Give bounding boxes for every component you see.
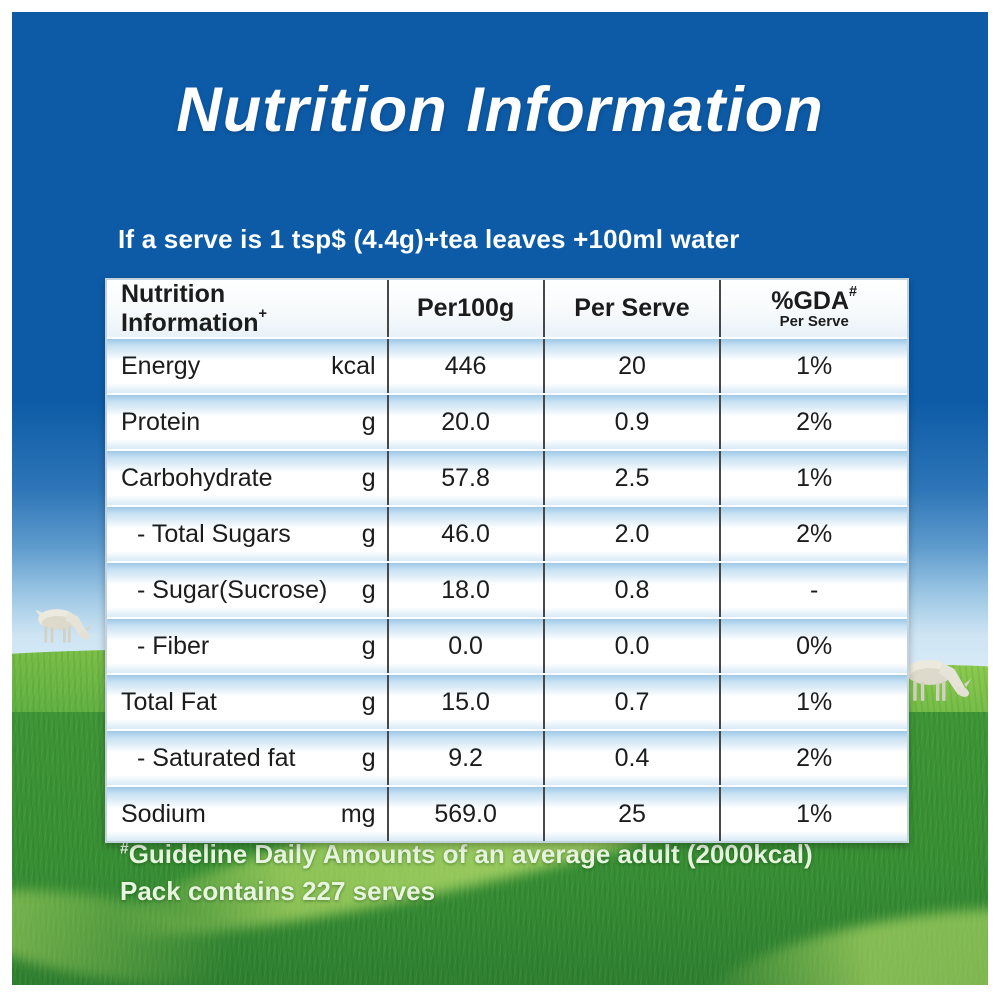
footnote-serves: Pack contains 227 serves — [120, 875, 436, 906]
nutrient-name: Carbohydrate — [121, 463, 273, 492]
value-gda-percent: 1% — [796, 799, 833, 828]
nutrition-table: Nutrition Information+ Per100g Per Serve… — [105, 278, 909, 843]
sky-grass-background: Nutrition Information If a serve is 1 ts… — [12, 12, 988, 985]
nutrient-name: - Total Sugars — [137, 519, 291, 548]
value-gda-percent: 1% — [796, 463, 833, 492]
value-per-serve: 0.8 — [545, 563, 722, 617]
value-per-100g: 446 — [389, 339, 545, 393]
value-per-100g: 20.0 — [389, 395, 545, 449]
nutrient-name: Protein — [121, 407, 201, 436]
header-gda-subtitle: Per Serve — [779, 312, 849, 330]
value-per-serve: 0.9 — [545, 395, 722, 449]
value-gda-percent: 2% — [796, 743, 833, 772]
table-row: Energy kcal 446 20 1% — [107, 337, 907, 393]
nutrient-unit: g — [361, 519, 376, 548]
value-per-serve: 2.5 — [545, 451, 722, 505]
header-gda: %GDA# Per Serve — [771, 284, 858, 330]
value-per-serve: 0.4 — [545, 731, 722, 785]
footnote: #Guideline Daily Amounts of an average a… — [120, 836, 813, 910]
goat-left-icon — [35, 609, 92, 643]
table-row: - Total Sugars g 46.0 2.0 2% — [107, 505, 907, 561]
nutrient-unit: g — [361, 463, 376, 492]
header-per-serve: Per Serve — [545, 280, 722, 337]
value-per-100g: 46.0 — [389, 507, 545, 561]
nutrient-name: - Saturated fat — [137, 743, 296, 772]
page-title: Nutrition Information — [176, 75, 824, 145]
table-row: Total Fat g 15.0 0.7 1% — [107, 673, 907, 729]
nutrient-unit: g — [361, 407, 376, 436]
table-body: Energy kcal 446 20 1% Protein g 20.0 0.9… — [107, 337, 907, 841]
nutrient-unit: kcal — [331, 351, 376, 380]
value-per-100g: 57.8 — [389, 451, 545, 505]
nutrient-name: Total Fat — [121, 687, 217, 716]
nutrient-unit: mg — [340, 799, 376, 828]
value-per-serve: 0.0 — [545, 619, 722, 673]
value-gda-percent: 0% — [796, 631, 833, 660]
table-row: Protein g 20.0 0.9 2% — [107, 393, 907, 449]
table-header: Nutrition Information+ Per100g Per Serve… — [107, 280, 907, 337]
nutrient-name: Energy — [121, 351, 201, 380]
value-gda-percent: 1% — [796, 351, 833, 380]
value-per-serve: 0.7 — [545, 675, 722, 729]
header-per-100g: Per100g — [389, 280, 545, 337]
value-per-100g: 9.2 — [389, 731, 545, 785]
nutrient-unit: g — [361, 687, 376, 716]
value-per-100g: 18.0 — [389, 563, 545, 617]
header-nutrition-information: Nutrition Information+ — [107, 280, 389, 337]
value-per-100g: 569.0 — [389, 787, 545, 841]
table-row: Carbohydrate g 57.8 2.5 1% — [107, 449, 907, 505]
nutrient-unit: g — [361, 631, 376, 660]
nutrient-name: - Sugar(Sucrose) — [137, 575, 328, 604]
value-per-100g: 15.0 — [389, 675, 545, 729]
table-row: - Sugar(Sucrose) g 18.0 0.8 - — [107, 561, 907, 617]
footnote-gda: #Guideline Daily Amounts of an average a… — [120, 839, 813, 869]
value-gda-percent: - — [810, 575, 819, 604]
nutrient-unit: g — [361, 743, 376, 772]
nutrient-unit: g — [361, 575, 376, 604]
value-gda-percent: 2% — [796, 519, 833, 548]
nutrient-name: - Fiber — [137, 631, 210, 660]
table-row: - Saturated fat g 9.2 0.4 2% — [107, 729, 907, 785]
value-per-serve: 25 — [545, 787, 722, 841]
value-per-serve: 20 — [545, 339, 722, 393]
table-row: Sodium mg 569.0 25 1% — [107, 785, 907, 841]
nutrient-name: Sodium — [121, 799, 206, 828]
value-per-100g: 0.0 — [389, 619, 545, 673]
table-row: - Fiber g 0.0 0.0 0% — [107, 617, 907, 673]
value-per-serve: 2.0 — [545, 507, 722, 561]
value-gda-percent: 1% — [796, 687, 833, 716]
goat-right-icon — [901, 659, 971, 701]
value-gda-percent: 2% — [796, 407, 833, 436]
serving-note: If a serve is 1 tsp$ (4.4g)+tea leaves +… — [118, 224, 740, 254]
